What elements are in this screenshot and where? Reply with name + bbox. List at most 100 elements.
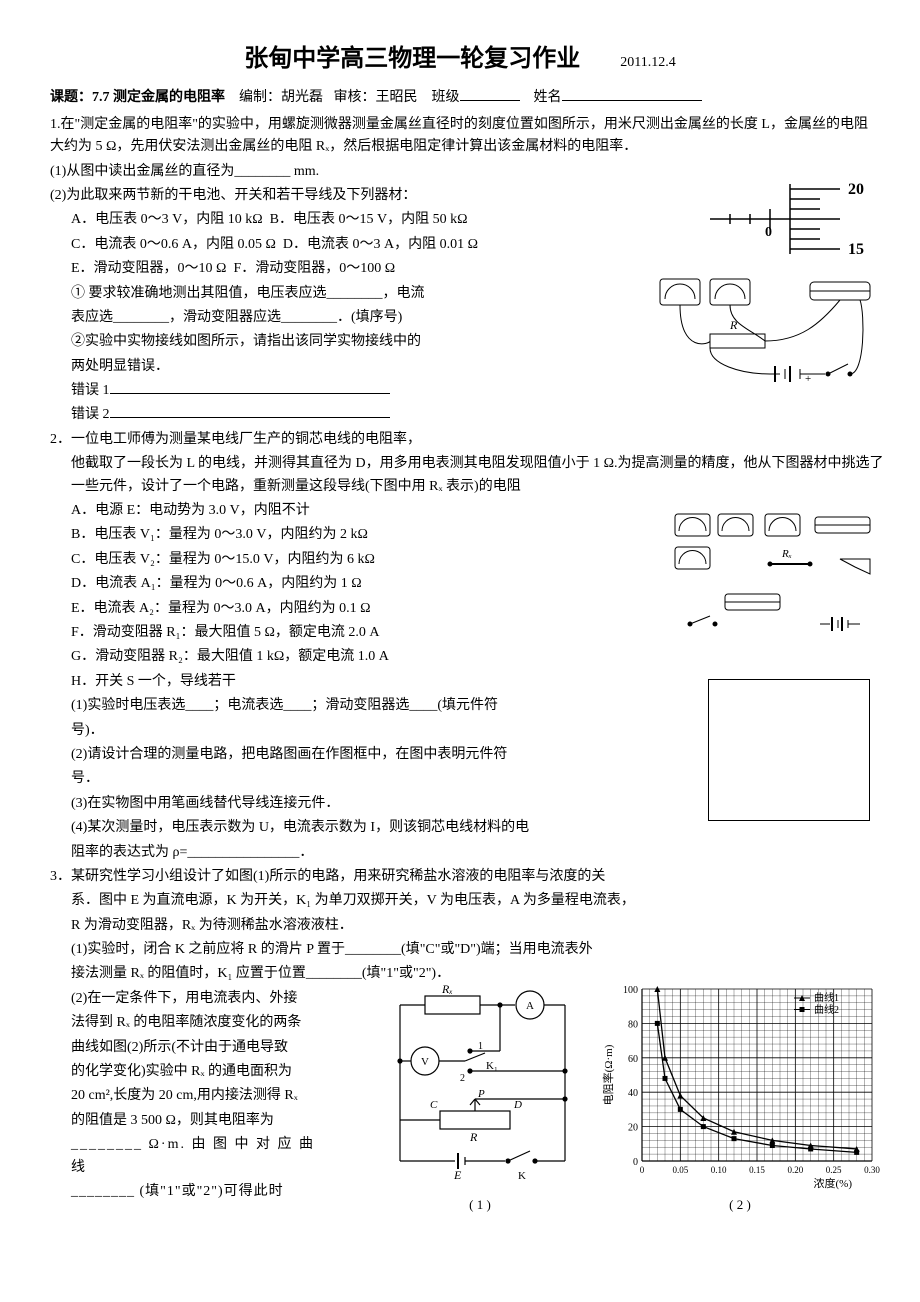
q2-intro-a: 2．一位电工师傅为测量某电线厂生产的铜芯电线的电阻率， <box>50 429 870 451</box>
class-blank[interactable] <box>460 86 520 101</box>
q1-optA: A．电压表 0～3 V，内阻 10 kΩ <box>71 212 263 227</box>
q1-circuit-figure: R + <box>650 274 880 394</box>
svg-text:0.10: 0.10 <box>711 1165 727 1175</box>
svg-text:0.20: 0.20 <box>787 1165 803 1175</box>
reviewer-name: 王昭民 <box>376 90 418 105</box>
q3-p1-a: (1)实验时，闭合 K 之前应将 R 的滑片 P 置于________(填"C"… <box>50 939 891 961</box>
svg-text:电阻率(Ω·m): 电阻率(Ω·m) <box>601 1044 615 1105</box>
name-blank[interactable] <box>562 86 702 101</box>
svg-text:A: A <box>526 1000 534 1012</box>
author-label: 编制： <box>239 90 281 105</box>
q2-components-figure: Rₓ <box>670 509 880 649</box>
reviewer-label: 审核： <box>334 90 376 105</box>
q3-intro-c: R 为滑动变阻器，Rₓ 为待测稀盐水溶液液柱． <box>50 915 891 937</box>
q2-optE: E．电流表 A₂：量程为 0～3.0 A，内阻约为 0.1 Ω <box>50 598 610 620</box>
q2-p3: (3)在实物图中用笔画线替代导线连接元件． <box>50 793 610 815</box>
q2-p1-a: (1)实验时电压表选____；电流表选____；滑动变阻器选____(填元件符 <box>50 695 610 717</box>
q1-err1-blank[interactable] <box>110 393 390 394</box>
q1-optB: B．电压表 0～15 V，内阻 50 kΩ <box>270 212 468 227</box>
svg-text:D: D <box>513 1099 522 1111</box>
q3-p2-b: 法得到 Rₓ 的电阻率随浓度变化的两条 <box>50 1012 330 1034</box>
svg-text:1: 1 <box>478 1041 483 1052</box>
svg-text:40: 40 <box>628 1088 638 1099</box>
q1-optE: E．滑动变阻器，0～10 Ω <box>71 261 226 276</box>
svg-text:80: 80 <box>628 1019 638 1030</box>
page-title: 张甸中学高三物理一轮复习作业 <box>244 40 580 78</box>
q1-err2-blank[interactable] <box>110 417 390 418</box>
q2-optF: F．滑动变阻器 R₁：最大阻值 5 Ω，额定电流 2.0 A <box>50 622 610 644</box>
svg-text:R: R <box>469 1130 478 1144</box>
q1-p1: (1)从图中读出金属丝的直径为________ mm. <box>50 161 610 183</box>
q2-p4-b: 阻率的表达式为 ρ=________________． <box>50 842 610 864</box>
q1-circuit-R-label: R <box>729 318 738 332</box>
q1-optD: D．电流表 0～3 A，内阻 0.01 Ω <box>283 237 478 252</box>
svg-text:E: E <box>453 1168 462 1182</box>
q2-optA: A．电源 E：电动势为 3.0 V，内阻不计 <box>50 500 610 522</box>
micrometer-tick-20: 20 <box>848 181 864 198</box>
q3-p2-d: 的化学变化)实验中 Rₓ 的通电面积为 <box>50 1061 330 1083</box>
svg-text:V: V <box>421 1056 429 1068</box>
q2-rx-label: Rₓ <box>781 548 792 560</box>
micrometer-figure: 0 20 15 <box>700 174 880 264</box>
q2-optC: C．电压表 V₂：量程为 0～15.0 V，内阻约为 6 kΩ <box>50 549 610 571</box>
q1-sub2-a: ②实验中实物接线如图所示，请指出该同学实物接线中的 <box>50 331 610 353</box>
svg-text:+: + <box>805 373 811 385</box>
q1-optF: F．滑动变阻器，0～100 Ω <box>233 261 395 276</box>
svg-text:2: 2 <box>460 1073 465 1084</box>
name-label: 姓名 <box>534 90 562 105</box>
q3-p2-e: 20 cm²,长度为 20 cm,用内接法测得 Rₓ <box>50 1085 330 1107</box>
q1-err2-label: 错误 2 <box>71 407 110 422</box>
q3-chart-caption: ( 2 ) <box>600 1195 880 1216</box>
svg-text:0.25: 0.25 <box>826 1165 842 1175</box>
svg-text:0.15: 0.15 <box>749 1165 765 1175</box>
q1-err1-label: 错误 1 <box>71 383 110 398</box>
svg-text:曲线2: 曲线2 <box>814 1003 839 1016</box>
svg-text:0.30: 0.30 <box>864 1165 880 1175</box>
q1-intro: 1.在"测定金属的电阻率"的实验中，用螺旋测微器测量金属丝直径时的刻度位置如图所… <box>50 114 870 159</box>
q2-optG: G．滑动变阻器 R₂：最大阻值 1 kΩ，额定电流 1.0 A <box>50 646 610 668</box>
q2-p1-b: 号)． <box>50 720 610 742</box>
svg-text:0: 0 <box>633 1157 638 1168</box>
q1-p2-intro: (2)为此取来两节新的干电池、开关和若干导线及下列器材： <box>50 185 610 207</box>
micrometer-main-scale: 0 <box>765 225 772 240</box>
svg-text:曲线1: 曲线1 <box>814 991 839 1004</box>
q3-p2-c: 曲线如图(2)所示(不计由于通电导致 <box>50 1037 330 1059</box>
author-name: 胡光磊 <box>281 90 323 105</box>
q2-p4-a: (4)某次测量时，电压表示数为 U，电流表示数为 I，则该铜芯电线材料的电 <box>50 817 610 839</box>
q3-p2-g: ________ Ω·m. 由 图 中 对 应 曲 线 <box>50 1134 330 1179</box>
svg-text:C: C <box>430 1099 438 1111</box>
q1-optC: C．电流表 0～0.6 A，内阻 0.05 Ω <box>71 237 276 252</box>
svg-text:0.05: 0.05 <box>672 1165 688 1175</box>
q2-p2-b: 号． <box>50 768 610 790</box>
q3-p2-a: (2)在一定条件下，用电流表内、外接 <box>50 988 330 1010</box>
q3-p2-f: 的阻值是 3 500 Ω，则其电阻率为 <box>50 1110 330 1132</box>
q1-sub1-b: 表应选________，滑动变阻器应选________．(填序号) <box>50 307 610 329</box>
svg-text:0: 0 <box>640 1165 645 1175</box>
q2-optD: D．电流表 A₁：量程为 0～0.6 A，内阻约为 1 Ω <box>50 573 610 595</box>
q1-sub1-a: ① 要求较准确地测出其阻值，电压表应选________，电流 <box>50 283 610 305</box>
svg-text:P: P <box>477 1088 485 1100</box>
svg-text:100: 100 <box>623 985 638 996</box>
q3-intro-a: 3．某研究性学习小组设计了如图(1)所示的电路，用来研究稀盐水溶液的电阻率与浓度… <box>50 866 870 888</box>
q2-drawing-box[interactable] <box>708 679 870 821</box>
q2-intro-b: 他截取了一段长为 L 的电线，并测得其直径为 D，用多用电表测其电阻发现阻值小于… <box>50 453 891 498</box>
svg-text:K₁: K₁ <box>486 1060 498 1072</box>
date-label: 2011.12.4 <box>620 52 675 74</box>
svg-text:浓度(%): 浓度(%) <box>814 1176 853 1190</box>
q1-sub2-b: 两处明显错误． <box>50 356 610 378</box>
svg-text:K: K <box>518 1170 526 1182</box>
svg-text:60: 60 <box>628 1054 638 1065</box>
q3-p2-h: ________ (填"1"或"2")可得此时 <box>50 1181 330 1203</box>
topic-label: 课题：7.7 测定金属的电阻率 <box>50 90 225 105</box>
micrometer-tick-15: 15 <box>848 241 864 258</box>
q3-intro-b: 系．图中 E 为直流电源，K 为开关，K₁ 为单刀双掷开关，V 为电压表，A 为… <box>50 890 891 912</box>
q3-circuit-caption: ( 1 ) <box>370 1195 590 1216</box>
q2-p2-a: (2)请设计合理的测量电路，把电路图画在作图框中，在图中表明元件符 <box>50 744 610 766</box>
svg-text:20: 20 <box>628 1122 638 1133</box>
class-label: 班级 <box>432 90 460 105</box>
q2-optB: B．电压表 V₁：量程为 0～3.0 V，内阻约为 2 kΩ <box>50 524 610 546</box>
q3-circuit-figure: Rₓ A V 1 K₁ 2 C P D R E K ( 1 ) <box>370 981 590 1211</box>
q2-optH: H．开关 S 一个，导线若干 <box>50 671 610 693</box>
q3-chart-figure: 0 20 40 60 80 100 0 0.05 0.10 0.15 0.20 0.25 0.30 电阻率… <box>600 981 880 1211</box>
svg-text:Rₓ: Rₓ <box>441 982 453 996</box>
